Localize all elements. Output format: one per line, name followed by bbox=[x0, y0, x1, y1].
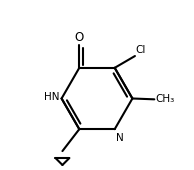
Text: O: O bbox=[75, 31, 84, 44]
Text: CH₃: CH₃ bbox=[155, 94, 174, 104]
Text: HN: HN bbox=[44, 92, 60, 102]
Text: N: N bbox=[116, 133, 124, 143]
Text: Cl: Cl bbox=[136, 45, 146, 55]
